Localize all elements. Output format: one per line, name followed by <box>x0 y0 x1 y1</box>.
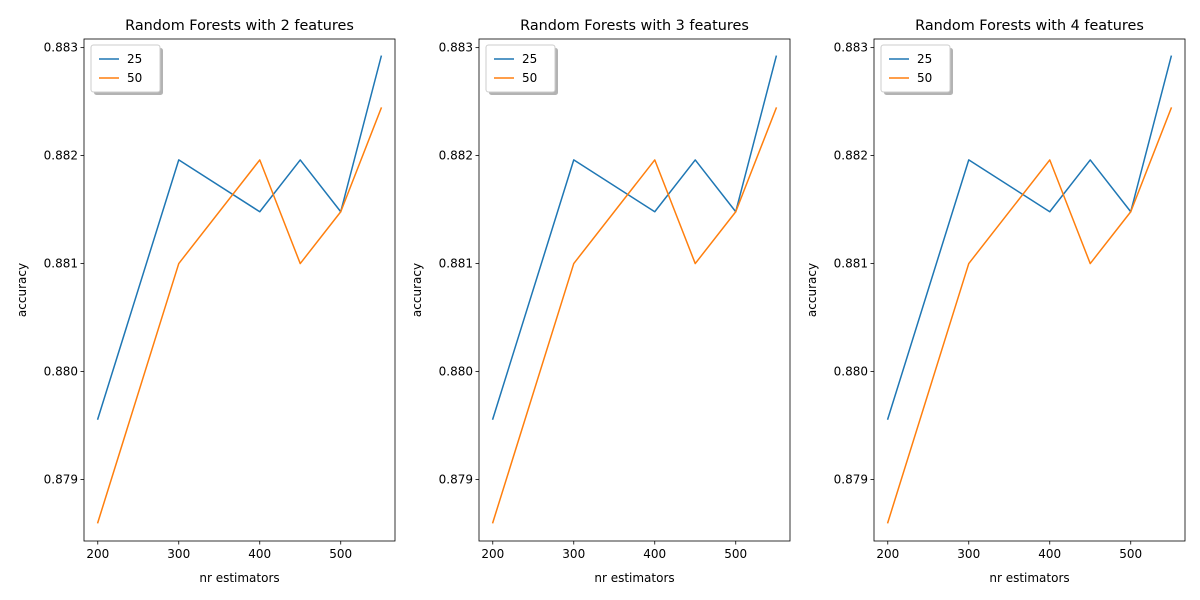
x-tick-label: 400 <box>643 547 666 561</box>
x-tick-label: 500 <box>329 547 352 561</box>
y-tick-label: 0.883 <box>834 41 868 55</box>
plot-area-frame <box>873 38 1186 542</box>
y-tick-label: 0.880 <box>834 365 868 379</box>
x-tick-label: 300 <box>957 547 980 561</box>
x-axis-label: nr estimators <box>594 571 674 585</box>
y-tick-label: 0.880 <box>439 365 473 379</box>
x-tick-label: 500 <box>1119 547 1142 561</box>
series-line-25 <box>886 55 1173 420</box>
x-tick-label: 400 <box>1038 547 1061 561</box>
legend-box <box>880 44 951 93</box>
legend-label: 25 <box>522 52 537 66</box>
chart-panel-3: 200 300 400 500 0.879 0.880 0.881 0.882 0.883 Ran… <box>805 18 1186 585</box>
plot-area-frame <box>478 38 791 542</box>
y-tick-label: 0.879 <box>44 472 78 486</box>
legend-box <box>485 44 556 93</box>
chart-panel-1: 200 300 400 500 0.879 0.880 0.881 0.882 0.883 Ran… <box>15 18 396 585</box>
legend-label: 25 <box>127 52 142 66</box>
x-tick-label: 500 <box>724 547 747 561</box>
y-tick-label: 0.883 <box>439 41 473 55</box>
y-tick-label: 0.881 <box>834 257 868 271</box>
series-line-50 <box>491 107 778 524</box>
x-axis-label: nr estimators <box>199 571 279 585</box>
legend-label: 25 <box>917 52 932 66</box>
y-tick-label: 0.879 <box>439 472 473 486</box>
legend-label: 50 <box>127 71 142 85</box>
y-tick-label: 0.883 <box>44 41 78 55</box>
chart-title: Random Forests with 4 features <box>915 18 1144 34</box>
x-tick-label: 300 <box>562 547 585 561</box>
y-tick-label: 0.881 <box>439 257 473 271</box>
y-tick-label: 0.882 <box>44 149 78 163</box>
y-tick-label: 0.882 <box>439 149 473 163</box>
y-axis-label: accuracy <box>15 263 29 317</box>
x-tick-label: 200 <box>481 547 504 561</box>
y-tick-label: 0.879 <box>834 472 868 486</box>
legend-label: 50 <box>917 71 932 85</box>
y-tick-label: 0.880 <box>44 365 78 379</box>
chart-title: Random Forests with 2 features <box>125 18 354 34</box>
y-axis-label: accuracy <box>410 263 424 317</box>
legend-label: 50 <box>522 71 537 85</box>
x-tick-label: 200 <box>876 547 899 561</box>
x-tick-label: 300 <box>167 547 190 561</box>
x-axis-label: nr estimators <box>989 571 1069 585</box>
series-line-50 <box>886 107 1173 524</box>
y-axis-label: accuracy <box>805 263 819 317</box>
y-tick-label: 0.882 <box>834 149 868 163</box>
chart-title: Random Forests with 3 features <box>520 18 749 34</box>
chart-panel-2: 200 300 400 500 0.879 0.880 0.881 0.882 0.883 Ran… <box>410 18 791 585</box>
legend-box <box>90 44 161 93</box>
y-tick-label: 0.881 <box>44 257 78 271</box>
series-line-50 <box>96 107 383 524</box>
x-tick-label: 400 <box>248 547 271 561</box>
plot-area-frame <box>83 38 396 542</box>
series-line-25 <box>96 55 383 420</box>
x-tick-label: 200 <box>86 547 109 561</box>
series-line-25 <box>491 55 778 420</box>
